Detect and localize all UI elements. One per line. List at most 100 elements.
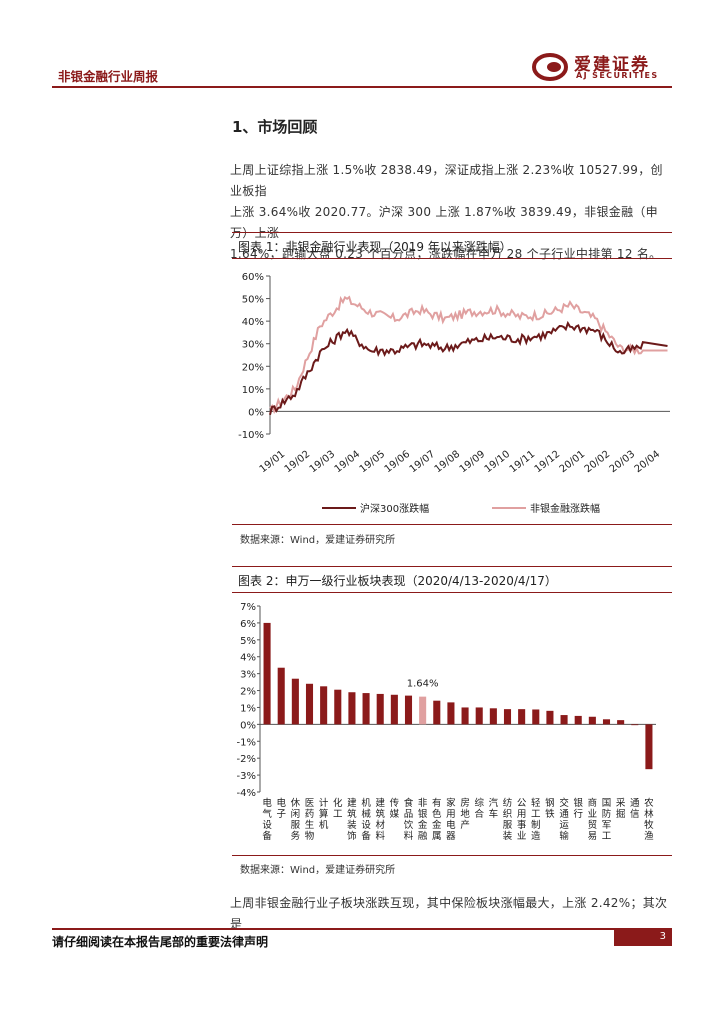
bar bbox=[447, 702, 455, 725]
category-label-char: 通 bbox=[559, 809, 569, 820]
category-label-char: 服 bbox=[503, 820, 513, 831]
category-label-char: 用 bbox=[446, 809, 456, 820]
category-label-char: 电 bbox=[276, 797, 286, 809]
category-label-char: 药 bbox=[305, 809, 315, 820]
category-label-char: 业 bbox=[588, 809, 598, 820]
category-label-char: 渔 bbox=[644, 831, 654, 842]
category-label-char: 务 bbox=[291, 830, 301, 842]
x-tick-label: 19/04 bbox=[333, 449, 362, 475]
subsector-paragraph: 上周非银金融行业子板块涨跌互现，其中保险板块涨幅最大，上涨 2.42%；其次是 bbox=[230, 896, 668, 931]
figure1-bottom-rule bbox=[232, 524, 672, 525]
x-tick-label: 19/10 bbox=[483, 449, 512, 475]
x-tick-label: 20/01 bbox=[558, 449, 587, 475]
x-tick-label: 19/03 bbox=[308, 449, 337, 475]
category-label-char: 易 bbox=[588, 831, 598, 842]
category-label-char: 食 bbox=[404, 797, 414, 809]
category-label-char: 业 bbox=[517, 831, 527, 842]
category-label-char: 媒 bbox=[390, 808, 400, 820]
category-label-char: 输 bbox=[559, 830, 569, 842]
category-label-char: 有 bbox=[432, 797, 442, 809]
category-label-char: 设 bbox=[361, 820, 371, 831]
series-line-1 bbox=[269, 295, 668, 415]
category-label-char: 筑 bbox=[347, 808, 357, 820]
figure1-title-rule bbox=[232, 258, 672, 259]
x-tick-label: 19/01 bbox=[258, 449, 287, 475]
bar bbox=[404, 695, 413, 725]
y-tick-label: 1% bbox=[240, 703, 256, 714]
x-tick-label: 19/05 bbox=[358, 449, 387, 475]
category-label-char: 防 bbox=[602, 808, 612, 820]
category-label-char: 计 bbox=[319, 797, 329, 809]
category-label-char: 建 bbox=[347, 797, 357, 809]
y-tick-label: 10% bbox=[242, 385, 264, 396]
bar bbox=[376, 693, 384, 725]
category-label-char: 运 bbox=[559, 820, 569, 831]
market-review-paragraph: 上周上证综指上涨 1.5%收 2838.49，深证成指上涨 2.23%收 105… bbox=[230, 160, 674, 265]
figure2-title-rule bbox=[232, 592, 672, 593]
category-label-char: 工 bbox=[531, 809, 541, 820]
bar bbox=[334, 689, 342, 725]
category-label-char: 饮 bbox=[404, 819, 414, 831]
y-tick-label: -4% bbox=[237, 788, 256, 799]
category-label-char: 械 bbox=[361, 808, 371, 820]
category-label-char: 品 bbox=[404, 809, 414, 820]
category-label-char: 通 bbox=[630, 798, 640, 809]
logo-mark-icon bbox=[532, 53, 568, 81]
category-label-char: 地 bbox=[460, 808, 470, 820]
figure1-source: 数据来源：Wind，爱建证券研究所 bbox=[240, 535, 396, 546]
category-label-char: 器 bbox=[446, 831, 456, 842]
category-label-char: 服 bbox=[291, 820, 301, 831]
bar bbox=[489, 708, 497, 725]
y-tick-label: 30% bbox=[242, 340, 264, 351]
bar bbox=[461, 707, 469, 725]
category-label-char: 电 bbox=[262, 797, 272, 809]
bar bbox=[518, 709, 526, 725]
x-tick-label: 19/08 bbox=[433, 449, 462, 475]
bar bbox=[588, 716, 596, 725]
paragraph-line: 上涨 3.64%收 2020.77。沪深 300 上涨 1.87%收 3839.… bbox=[230, 205, 658, 240]
line-chart: -10%0%10%20%30%40%50%60%19/0119/0219/031… bbox=[238, 272, 670, 515]
y-tick-label: 5% bbox=[240, 636, 256, 647]
bar bbox=[390, 694, 398, 725]
category-label-char: 产 bbox=[460, 819, 470, 831]
category-label-char: 设 bbox=[262, 820, 272, 831]
category-label-char: 备 bbox=[361, 830, 371, 842]
category-label-char: 工 bbox=[333, 809, 343, 820]
category-label-char: 采 bbox=[616, 798, 626, 809]
report-header-title: 非银金融行业周报 bbox=[58, 69, 159, 84]
category-label-char: 料 bbox=[375, 830, 385, 842]
category-label-char: 机 bbox=[319, 819, 329, 831]
category-label-char: 属 bbox=[432, 831, 442, 842]
category-label-char: 非 bbox=[418, 797, 428, 809]
bar bbox=[602, 719, 611, 725]
category-label-char: 机 bbox=[361, 797, 371, 809]
bar bbox=[320, 686, 328, 725]
legal-disclaimer: 请仔细阅读在本报告尾部的重要法律声明 bbox=[52, 935, 269, 949]
category-label-char: 医 bbox=[305, 798, 315, 809]
series-line-0 bbox=[269, 320, 668, 416]
y-tick-label: 4% bbox=[240, 653, 256, 664]
category-label-char: 军 bbox=[602, 820, 612, 831]
category-label-char: 林 bbox=[644, 808, 654, 820]
x-tick-label: 19/12 bbox=[533, 449, 562, 475]
category-label-char: 银 bbox=[418, 808, 428, 820]
category-label-char: 农 bbox=[644, 797, 654, 809]
category-label-char: 电 bbox=[446, 819, 456, 831]
category-label-char: 物 bbox=[305, 830, 315, 842]
bar bbox=[546, 710, 554, 725]
category-label-char: 事 bbox=[517, 819, 527, 831]
category-label-char: 材 bbox=[375, 819, 385, 831]
category-label-char: 家 bbox=[446, 797, 456, 809]
y-tick-label: 40% bbox=[242, 317, 264, 328]
category-label-char: 商 bbox=[588, 797, 598, 809]
figure2-top-rule bbox=[232, 566, 672, 567]
y-tick-label: 0% bbox=[248, 407, 264, 418]
category-label-char: 国 bbox=[602, 798, 612, 809]
category-label-char: 轻 bbox=[531, 797, 541, 809]
category-label-char: 休 bbox=[291, 797, 301, 809]
category-label-char: 制 bbox=[531, 819, 541, 831]
section-title: 1、市场回顾 bbox=[232, 118, 318, 136]
x-tick-label: 19/07 bbox=[408, 449, 437, 475]
category-label-char: 金 bbox=[418, 819, 428, 831]
paragraph-line: 1.64%，跑输大盘 0.23 个百分点，涨跌幅在申万 28 个子行业中排第 1… bbox=[230, 247, 662, 261]
